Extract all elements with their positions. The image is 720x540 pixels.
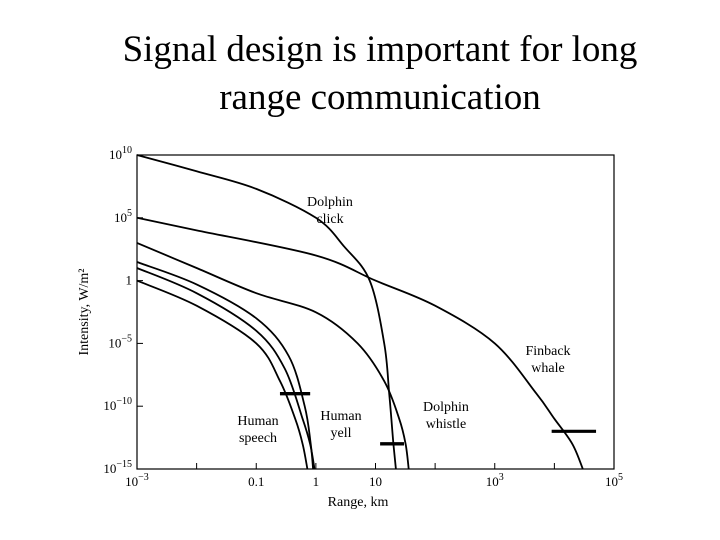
curve-label: Finback whale (525, 344, 570, 376)
detection-thresholds (279, 392, 597, 446)
curves (136, 154, 584, 470)
slide-title: Signal design is important for long rang… (0, 26, 720, 122)
x-tick-label: 103 (486, 472, 504, 489)
curve-dolphin-whistle (136, 242, 410, 470)
slide-title-line-2: range communication (219, 77, 541, 118)
x-tick-label: 0.1 (248, 474, 264, 489)
curve-unlabeled-5 (136, 261, 314, 470)
x-tick-label: 1 (313, 474, 320, 489)
x-axis-label: Range, km (328, 495, 389, 510)
x-axis-ticks: 10−3 0.1 1 10 103 105 (125, 463, 623, 489)
curve-finback-whale (136, 216, 584, 470)
curve-label: Human speech (237, 414, 278, 446)
y-tick-label: 10−10 (103, 396, 132, 413)
curve-labels: Dolphin click Dolphin whistle Finback whale Hu… (237, 195, 570, 446)
x-tick-label: 105 (605, 472, 623, 489)
curve-label: Dolphin click (307, 195, 353, 227)
x-tick-label: 10−3 (125, 472, 149, 489)
y-tick-label: 1010 (109, 145, 132, 162)
curve-dolphin-click (136, 154, 397, 470)
y-tick-label: 10−5 (108, 333, 132, 350)
y-axis-label: Intensity, W/m² (77, 268, 92, 355)
curve-label: Dolphin whistle (423, 400, 469, 432)
y-tick-label: 1 (126, 273, 133, 288)
slide-title-line-1: Signal design is important for long (122, 29, 638, 70)
curve-label: Human yell (320, 409, 361, 441)
y-tick-label: 105 (114, 208, 132, 225)
curve-human-speech (136, 279, 309, 470)
x-tick-label: 10 (369, 474, 382, 489)
